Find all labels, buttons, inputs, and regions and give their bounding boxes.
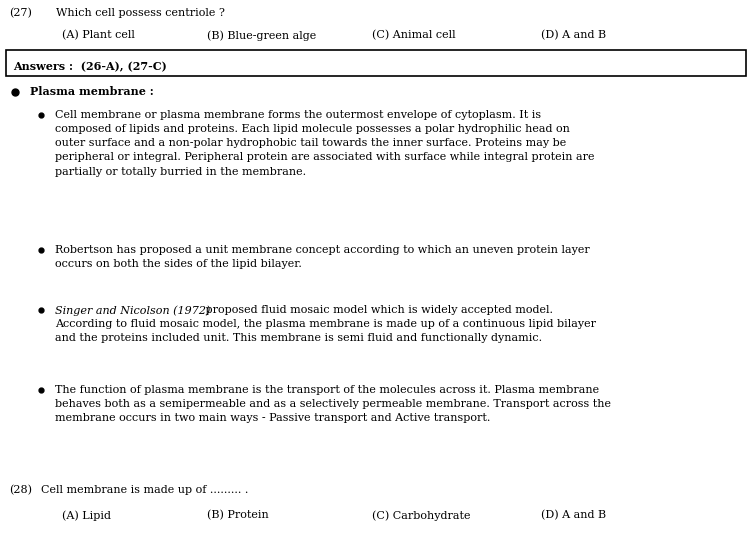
Text: Robertson has proposed a unit membrane concept according to which an uneven prot: Robertson has proposed a unit membrane c… [55, 245, 590, 269]
Text: (27): (27) [9, 8, 32, 18]
Text: (D) A and B: (D) A and B [541, 510, 607, 520]
Text: Cell membrane is made up of ......... .: Cell membrane is made up of ......... . [41, 485, 249, 495]
Text: Plasma membrane :: Plasma membrane : [30, 86, 154, 97]
Text: Singer and Nicolson (1972): Singer and Nicolson (1972) [55, 305, 211, 316]
Text: (B) Protein: (B) Protein [207, 510, 268, 520]
Text: According to fluid mosaic model, the plasma membrane is made up of a continuous : According to fluid mosaic model, the pla… [55, 319, 596, 343]
Bar [6, 50, 746, 76]
Text: proposed fluid mosaic model which is widely accepted model.: proposed fluid mosaic model which is wid… [202, 305, 553, 315]
Text: (C) Carbohydrate: (C) Carbohydrate [372, 510, 471, 520]
Text: Answers :  (26-A), (27-C): Answers : (26-A), (27-C) [14, 61, 167, 72]
Text: (28): (28) [9, 485, 32, 495]
Text: (A) Lipid: (A) Lipid [62, 510, 111, 520]
Text: Which cell possess centriole ?: Which cell possess centriole ? [56, 8, 226, 18]
Text: Cell membrane or plasma membrane forms the outermost envelope of cytoplasm. It i: Cell membrane or plasma membrane forms t… [55, 110, 594, 177]
Text: (D) A and B: (D) A and B [541, 30, 607, 40]
Text: (A) Plant cell: (A) Plant cell [62, 30, 135, 40]
Text: (B) Blue-green alge: (B) Blue-green alge [207, 30, 316, 41]
Text: (C) Animal cell: (C) Animal cell [372, 30, 456, 40]
Text: The function of plasma membrane is the transport of the molecules across it. Pla: The function of plasma membrane is the t… [55, 385, 611, 423]
